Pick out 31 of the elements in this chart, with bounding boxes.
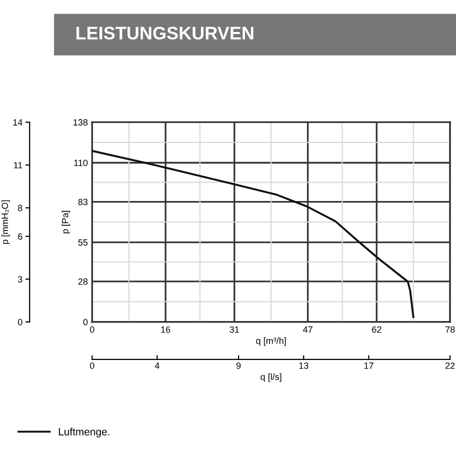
line-series xyxy=(92,150,414,318)
y2-tick-label: 6 xyxy=(18,233,22,240)
y-tick-label: 138 xyxy=(74,119,88,126)
y2-tick-label: 11 xyxy=(14,162,22,168)
x-tick-label: 78 xyxy=(446,326,455,333)
x2-tick-label: 9 xyxy=(236,362,241,369)
x2-tick-label: 22 xyxy=(446,362,455,369)
y-tick-label: 55 xyxy=(78,239,88,246)
y2-axis-title: p [mmH₂O] xyxy=(1,200,10,244)
chart-title: LEISTUNGSKURVEN xyxy=(76,26,254,40)
x2-tick-label: 4 xyxy=(154,362,160,369)
x-tick-label: 47 xyxy=(302,326,312,333)
y-tick-label: 0 xyxy=(83,318,88,326)
x2-tick-label: 13 xyxy=(299,362,308,369)
x-axis-title: q [m³/h] xyxy=(256,337,286,346)
y2-tick-label: 14 xyxy=(13,119,22,126)
y-tick-label: 83 xyxy=(78,198,88,206)
x-tick-label: 16 xyxy=(161,326,170,333)
x-tick-label: 31 xyxy=(230,326,239,333)
y2-tick-label: 0 xyxy=(18,318,22,326)
x2-tick-label: 17 xyxy=(364,362,374,369)
x-tick-label: 0 xyxy=(90,326,94,333)
y-tick-label: 28 xyxy=(78,278,88,285)
x2-axis-title: q [l/s] xyxy=(260,373,282,382)
x-tick-label: 62 xyxy=(372,326,382,333)
y-axis-title: p [Pa] xyxy=(62,210,70,234)
legend-label: Luftmenge. xyxy=(58,428,110,438)
x2-tick-label: 0 xyxy=(90,362,94,369)
y2-tick-label: 3 xyxy=(18,276,22,282)
y-tick-label: 110 xyxy=(74,160,88,166)
y2-tick-label: 8 xyxy=(18,204,22,212)
